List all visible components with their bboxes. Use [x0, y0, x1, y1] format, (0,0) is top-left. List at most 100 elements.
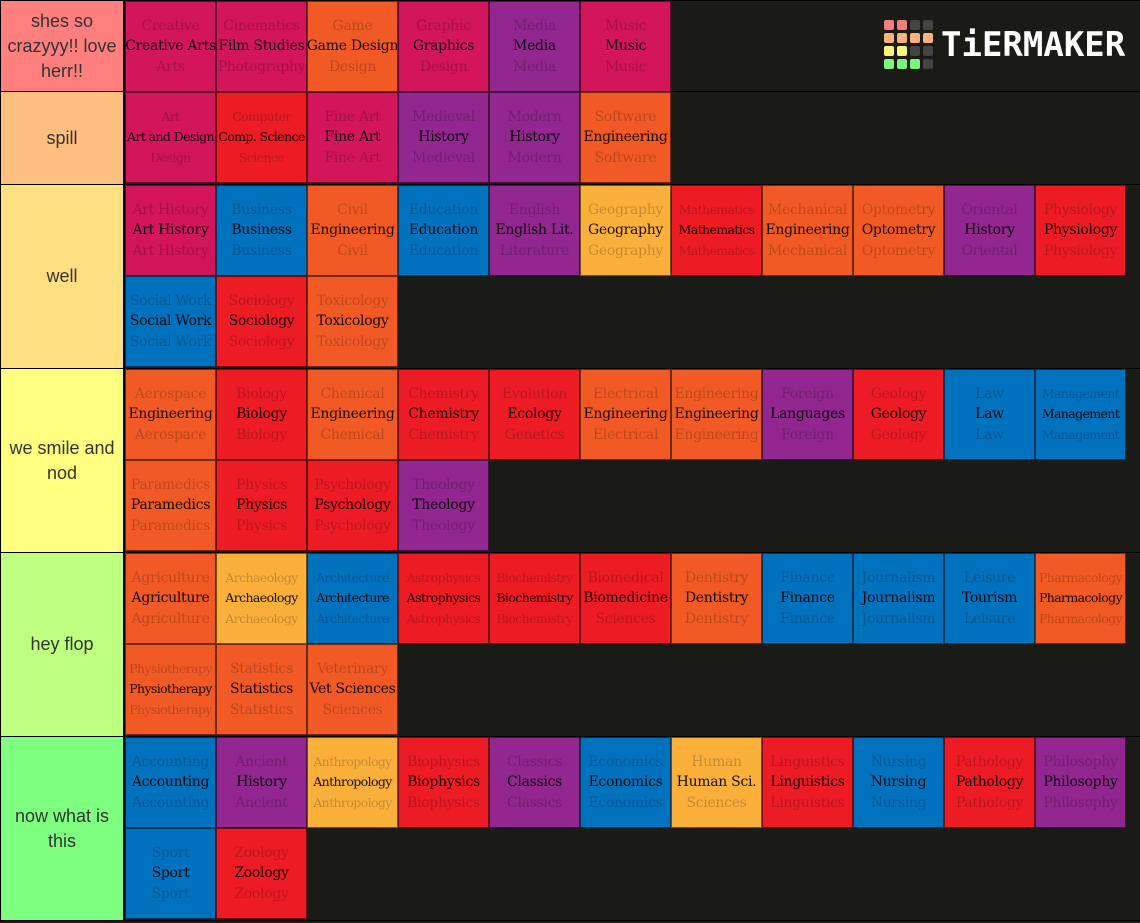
- tier-item-tile[interactable]: Cinematics Film Studies Photography: [216, 1, 307, 92]
- tier-item-tile[interactable]: English English Lit. Literature: [489, 185, 580, 276]
- tile-top-text: Physiology: [1043, 201, 1118, 218]
- tier-item-tile[interactable]: Mathematics Mathematics Mathematics: [671, 185, 762, 276]
- tier-label[interactable]: well: [0, 185, 125, 368]
- tier-item-tile[interactable]: Chemistry Chemistry Chemistry: [398, 369, 489, 460]
- tier-item-tile[interactable]: Physics Physics Physics: [216, 460, 307, 551]
- tile-main-text: Pharmacology: [1038, 590, 1123, 606]
- tile-top-text: Geology: [870, 385, 927, 402]
- tier-item-tile[interactable]: Sociology Sociology Sociology: [216, 276, 307, 367]
- tier-item-tile[interactable]: Business Business Business: [216, 185, 307, 276]
- tier-item-tile[interactable]: Linguistics Linguistics Linguistics: [762, 737, 853, 828]
- tier-item-tile[interactable]: Foreign Languages Foreign: [762, 369, 853, 460]
- tier-item-tile[interactable]: Archaeology Archaeology Archaeology: [216, 553, 307, 644]
- tier-item-tile[interactable]: Sport Sport Sport: [125, 828, 216, 919]
- tier-item-tile[interactable]: Computer Comp. Science Science: [216, 92, 307, 183]
- tier-item-tile[interactable]: Civil Engineering Civil: [307, 185, 398, 276]
- tile-main-text: Philosophy: [1043, 774, 1118, 791]
- tier-item-tile[interactable]: Pathology Pathology Pathology: [944, 737, 1035, 828]
- tile-top-text: Finance: [780, 569, 835, 586]
- tier-item-tile[interactable]: Biochemistry Biochemistry Biochemistry: [489, 553, 580, 644]
- tier-item-tile[interactable]: Anthropology Anthropology Anthropology: [307, 737, 398, 828]
- tier-item-tile[interactable]: Electrical Engineering Electrical: [580, 369, 671, 460]
- tier-item-tile[interactable]: Law Law Law: [944, 369, 1035, 460]
- tile-top-text: Journalism: [861, 569, 936, 586]
- tier-item-tile[interactable]: Graphic Graphics Design: [398, 1, 489, 92]
- tier-item-tile[interactable]: Software Engineering Software: [580, 92, 671, 183]
- tier-item-tile[interactable]: Nursing Nursing Nursing: [853, 737, 944, 828]
- tile-bottom-text: Media: [513, 58, 556, 75]
- tier-item-tile[interactable]: Engineering Engineering Engineering: [671, 369, 762, 460]
- tier-item-tile[interactable]: Paramedics Paramedics Paramedics: [125, 460, 216, 551]
- tier-item-tile[interactable]: Physiology Physiology Physiology: [1035, 185, 1126, 276]
- tier-item-tile[interactable]: Biomedical Biomedicine Sciences: [580, 553, 671, 644]
- tier-item-tile[interactable]: Media Media Media: [489, 1, 580, 92]
- tier-item-tile[interactable]: Toxicology Toxicology Toxicology: [307, 276, 398, 367]
- tier-item-tile[interactable]: Agriculture Agriculture Agriculture: [125, 553, 216, 644]
- tier-item-tile[interactable]: Biophysics Biophysics Biophysics: [398, 737, 489, 828]
- tier-label[interactable]: shes so crazyyy!! love herr!!: [0, 1, 125, 91]
- tier-item-tile[interactable]: Geography Geography Geography: [580, 185, 671, 276]
- tier-item-tile[interactable]: Zoology Zoology Zoology: [216, 828, 307, 919]
- tile-bottom-text: Mathematics: [678, 242, 755, 258]
- tier-item-tile[interactable]: Classics Classics Classics: [489, 737, 580, 828]
- tier-item-tile[interactable]: Theology Theology Theology: [398, 460, 489, 551]
- tier-item-tile[interactable]: Geology Geology Geology: [853, 369, 944, 460]
- tile-bottom-text: Architecture: [316, 610, 389, 626]
- tile-top-text: Leisure: [963, 569, 1016, 586]
- tier-item-tile[interactable]: Journalism Journalism Journalism: [853, 553, 944, 644]
- tier-item-tile[interactable]: Ancient History Ancient: [216, 737, 307, 828]
- tier-item-tile[interactable]: Economics Economics Economics: [580, 737, 671, 828]
- tier-item-tile[interactable]: Medieval History Medieval: [398, 92, 489, 183]
- tier-item-tile[interactable]: Dentistry Dentistry Dentistry: [671, 553, 762, 644]
- tier-item-tile[interactable]: Mechanical Engineering Mechanical: [762, 185, 853, 276]
- tier-item-tile[interactable]: Astrophysics Astrophysics Astrophysics: [398, 553, 489, 644]
- tier-item-tile[interactable]: Oriental History Oriental: [944, 185, 1035, 276]
- tier-row: hey flop Agriculture Agriculture Agricul…: [0, 553, 1140, 737]
- tile-bottom-text: Business: [231, 242, 292, 259]
- tier-item-tile[interactable]: Psychology Psychology Psychology: [307, 460, 398, 551]
- tier-label[interactable]: spill: [0, 92, 125, 184]
- tier-item-tile[interactable]: Finance Finance Finance: [762, 553, 853, 644]
- tier-item-tile[interactable]: Leisure Tourism Leisure: [944, 553, 1035, 644]
- tile-main-text: Optometry: [861, 222, 936, 239]
- tier-item-tile[interactable]: Art Art and Design Design: [125, 92, 216, 183]
- tier-item-tile[interactable]: Creative Creative Arts Arts: [125, 1, 216, 92]
- tier-item-tile[interactable]: Chemical Engineering Chemical: [307, 369, 398, 460]
- tier-item-tile[interactable]: Aerospace Engineering Aerospace: [125, 369, 216, 460]
- tier-item-tile[interactable]: Modern History Modern: [489, 92, 580, 183]
- tier-item-tile[interactable]: Fine Art Fine Art Fine Art: [307, 92, 398, 183]
- tier-item-tile[interactable]: Statistics Statistics Statistics: [216, 644, 307, 735]
- tier-item-tile[interactable]: Physiotherapy Physiotherapy Physiotherap…: [125, 644, 216, 735]
- tier-label[interactable]: hey flop: [0, 553, 125, 736]
- tier-item-tile[interactable]: Education Education Education: [398, 185, 489, 276]
- tile-top-text: Art History: [132, 201, 209, 218]
- tier-label[interactable]: we smile and nod: [0, 369, 125, 552]
- tile-top-text: Toxicology: [316, 292, 389, 309]
- tier-label[interactable]: now what is this: [0, 737, 125, 920]
- tier-item-tile[interactable]: Pharmacology Pharmacology Pharmacology: [1035, 553, 1126, 644]
- tile-bottom-text: Philosophy: [1043, 794, 1118, 811]
- tier-item-tile[interactable]: Game Game Design Design: [307, 1, 398, 92]
- tier-item-tile[interactable]: Optometry Optometry Optometry: [853, 185, 944, 276]
- tier-item-tile[interactable]: Music Music Music: [580, 1, 671, 92]
- tier-item-tile[interactable]: Architecture Architecture Architecture: [307, 553, 398, 644]
- tile-main-text: Graphics: [412, 38, 475, 55]
- tier-item-tile[interactable]: Human Human Sci. Sciences: [671, 737, 762, 828]
- tile-main-text: Game Design: [307, 38, 398, 55]
- tile-bottom-text: Zoology: [234, 885, 289, 902]
- tier-item-tile[interactable]: Veterinary Vet Sciences Sciences: [307, 644, 398, 735]
- tier-item-tile[interactable]: Evolution Ecology Genetics: [489, 369, 580, 460]
- tier-item-tile[interactable]: Philosophy Philosophy Philosophy: [1035, 737, 1126, 828]
- tier-item-tile[interactable]: Social Work Social Work Social Work: [125, 276, 216, 367]
- tier-items: Art History Art History Art History Busi…: [125, 185, 1130, 369]
- tile-main-text: History: [236, 774, 287, 791]
- tile-bottom-text: Sociology: [228, 333, 295, 350]
- tile-main-text: Film Studies: [218, 38, 305, 55]
- tile-main-text: Mathematics: [678, 222, 755, 238]
- tier-item-tile[interactable]: Biology Biology Biology: [216, 369, 307, 460]
- tier-item-tile[interactable]: Accounting Accounting Accounting: [125, 737, 216, 828]
- logo-grid-cell: [910, 33, 920, 43]
- tier-item-tile[interactable]: Management Management Management: [1035, 369, 1126, 460]
- tier-item-tile[interactable]: Art History Art History Art History: [125, 185, 216, 276]
- tile-top-text: Ancient: [235, 753, 288, 770]
